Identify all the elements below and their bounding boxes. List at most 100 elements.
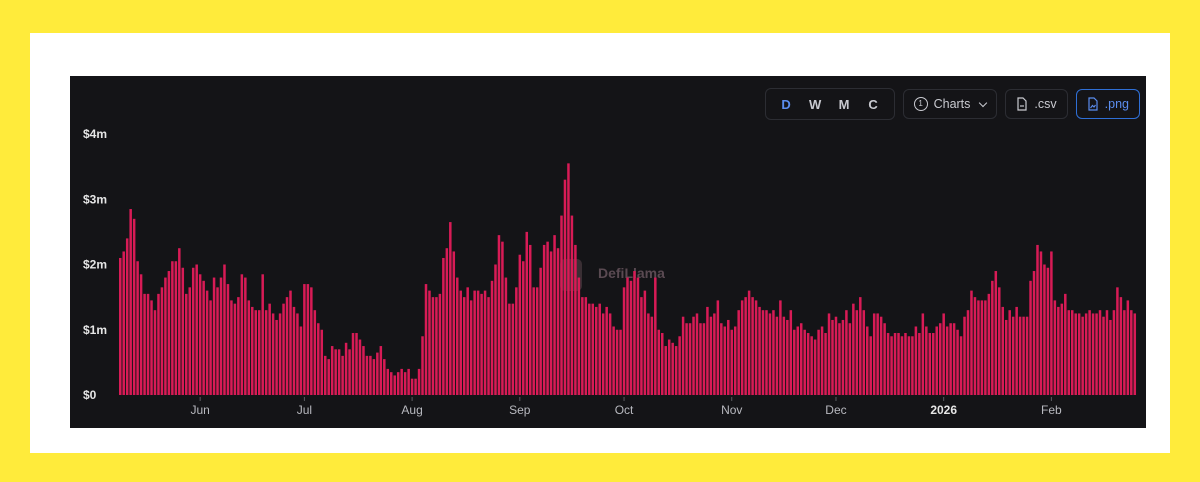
bar[interactable] xyxy=(588,303,591,395)
bar[interactable] xyxy=(914,326,918,395)
bar[interactable] xyxy=(1126,300,1130,395)
bar[interactable] xyxy=(594,306,598,395)
bar[interactable] xyxy=(195,264,198,396)
bar[interactable] xyxy=(619,329,622,395)
bar[interactable] xyxy=(323,355,327,395)
bar[interactable] xyxy=(469,300,473,395)
bar[interactable] xyxy=(1119,297,1123,396)
bar[interactable] xyxy=(956,329,959,395)
bar[interactable] xyxy=(275,319,278,395)
bar[interactable] xyxy=(462,297,466,396)
bar[interactable] xyxy=(730,329,733,395)
bar[interactable] xyxy=(601,313,605,395)
bar[interactable] xyxy=(414,378,417,395)
bar[interactable] xyxy=(376,352,379,395)
bar[interactable] xyxy=(963,316,966,395)
bar[interactable] xyxy=(525,231,529,396)
bar[interactable] xyxy=(431,297,435,396)
bar[interactable] xyxy=(487,297,490,396)
bar[interactable] xyxy=(1064,293,1067,395)
bar[interactable] xyxy=(1011,316,1015,395)
bar[interactable] xyxy=(636,277,640,395)
bar[interactable] xyxy=(570,215,574,395)
bar[interactable] xyxy=(859,297,862,396)
bar[interactable] xyxy=(779,300,782,395)
bar[interactable] xyxy=(848,323,852,395)
bar[interactable] xyxy=(1043,264,1046,396)
bar[interactable] xyxy=(456,277,459,395)
bar[interactable] xyxy=(727,319,730,395)
bar[interactable] xyxy=(185,293,188,395)
bar[interactable] xyxy=(515,287,518,395)
bar[interactable] xyxy=(341,355,344,395)
bar[interactable] xyxy=(282,303,285,395)
bar[interactable] xyxy=(720,323,723,395)
bar[interactable] xyxy=(119,257,122,395)
bar[interactable] xyxy=(744,297,747,396)
bar[interactable] xyxy=(254,310,258,396)
bar[interactable] xyxy=(435,297,438,396)
download-csv-button[interactable]: .csv xyxy=(1005,89,1068,119)
bar[interactable] xyxy=(362,346,365,395)
bar[interactable] xyxy=(803,329,806,395)
bar[interactable] xyxy=(237,297,240,396)
bar[interactable] xyxy=(813,339,817,395)
bar[interactable] xyxy=(539,267,542,395)
bar[interactable] xyxy=(303,284,306,395)
bar[interactable] xyxy=(1112,310,1116,396)
bar[interactable] xyxy=(661,333,664,395)
granularity-daily-button[interactable]: D xyxy=(781,96,791,112)
bar[interactable] xyxy=(556,248,560,395)
bar[interactable] xyxy=(966,310,970,396)
bar[interactable] xyxy=(605,306,608,395)
bar[interactable] xyxy=(233,303,237,395)
bar[interactable] xyxy=(782,316,786,395)
bar[interactable] xyxy=(1029,280,1032,395)
bar[interactable] xyxy=(310,287,313,395)
bar[interactable] xyxy=(393,375,396,395)
bar[interactable] xyxy=(900,336,904,395)
bar[interactable] xyxy=(223,264,226,396)
bar[interactable] xyxy=(528,244,532,395)
bar[interactable] xyxy=(1130,310,1133,396)
bar[interactable] xyxy=(216,287,219,395)
bar[interactable] xyxy=(1105,310,1109,396)
bar[interactable] xyxy=(178,248,181,395)
bar[interactable] xyxy=(1088,310,1091,396)
bar[interactable] xyxy=(747,290,751,395)
bar[interactable] xyxy=(702,323,706,395)
bar[interactable] xyxy=(608,313,612,395)
bar[interactable] xyxy=(827,313,831,395)
bar[interactable] xyxy=(546,241,549,395)
bar[interactable] xyxy=(501,241,504,395)
bar[interactable] xyxy=(330,346,334,395)
bar[interactable] xyxy=(257,310,261,396)
bar[interactable] xyxy=(1074,313,1077,395)
bar[interactable] xyxy=(678,336,681,395)
bar[interactable] xyxy=(674,346,678,395)
bar[interactable] xyxy=(1025,316,1029,395)
bar[interactable] xyxy=(737,310,740,396)
bar[interactable] xyxy=(129,209,132,395)
bar[interactable] xyxy=(483,290,487,395)
bar[interactable] xyxy=(622,287,626,395)
bar[interactable] xyxy=(945,326,949,395)
bar[interactable] xyxy=(164,277,167,395)
bar[interactable] xyxy=(567,163,570,395)
bar[interactable] xyxy=(845,310,848,396)
bar[interactable] xyxy=(706,306,709,395)
bar[interactable] xyxy=(1050,251,1053,395)
bar[interactable] xyxy=(761,310,765,396)
bar[interactable] xyxy=(417,368,421,395)
bar[interactable] xyxy=(772,310,775,396)
bar[interactable] xyxy=(313,310,317,396)
bar[interactable] xyxy=(751,297,754,396)
granularity-monthly-button[interactable]: M xyxy=(838,96,850,112)
bar[interactable] xyxy=(1095,313,1098,395)
bar[interactable] xyxy=(337,349,341,395)
bar[interactable] xyxy=(1022,316,1025,395)
bar[interactable] xyxy=(911,336,914,395)
bar[interactable] xyxy=(271,313,275,395)
bar[interactable] xyxy=(973,297,977,396)
bar[interactable] xyxy=(285,297,289,396)
